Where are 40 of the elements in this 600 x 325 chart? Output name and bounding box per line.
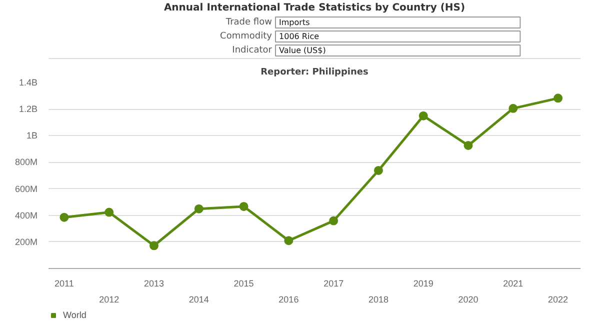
- y-tick-label: 400M: [14, 210, 38, 220]
- y-tick-label: 600M: [14, 184, 38, 194]
- point: [464, 140, 473, 150]
- point: [150, 241, 158, 250]
- x-tick-label: 2019: [413, 278, 434, 288]
- y-tick-label: 1B: [26, 130, 38, 141]
- x-tick-label: 2016: [278, 294, 299, 304]
- y-tick-label: 200M: [14, 236, 38, 247]
- text: 1006 Rice: [279, 32, 320, 41]
- text: Value (US$): [279, 46, 326, 55]
- point: [329, 216, 338, 226]
- x-tick-label: 2013: [144, 278, 164, 288]
- y-tick-label: 800M: [14, 157, 38, 168]
- text: Indicator: [232, 46, 272, 56]
- point: [60, 212, 69, 222]
- x-tick-label: 2021: [503, 278, 524, 288]
- text: Annual International Trade Statistics by Country (HS): [164, 2, 466, 14]
- text: Trade flow: [224, 18, 272, 28]
- x-tick-label: 2011: [54, 278, 74, 288]
- text: Imports: [279, 18, 310, 27]
- legend-label: World: [63, 310, 86, 320]
- point: [554, 94, 563, 103]
- point: [194, 204, 204, 214]
- x-tick-label: 2022: [548, 294, 568, 304]
- x-tick-label: 2014: [188, 294, 209, 304]
- point: [239, 202, 248, 211]
- y-tick-label: 1.4B: [18, 78, 38, 88]
- x-tick-label: 2015: [234, 278, 254, 288]
- text: Commodity: [220, 32, 273, 42]
- point: [374, 166, 383, 175]
- x-tick-label: 2018: [368, 294, 388, 304]
- x-tick-label: 2020: [458, 294, 478, 304]
- y-tick-label: 1.2B: [18, 104, 38, 114]
- point: [418, 111, 428, 120]
- point: [284, 236, 294, 246]
- x-tick-label: 2017: [324, 278, 344, 288]
- chart-title: Reporter: Philippines: [260, 68, 368, 78]
- point: [508, 104, 518, 113]
- x-tick-label: 2012: [99, 294, 120, 304]
- point: [104, 208, 114, 217]
